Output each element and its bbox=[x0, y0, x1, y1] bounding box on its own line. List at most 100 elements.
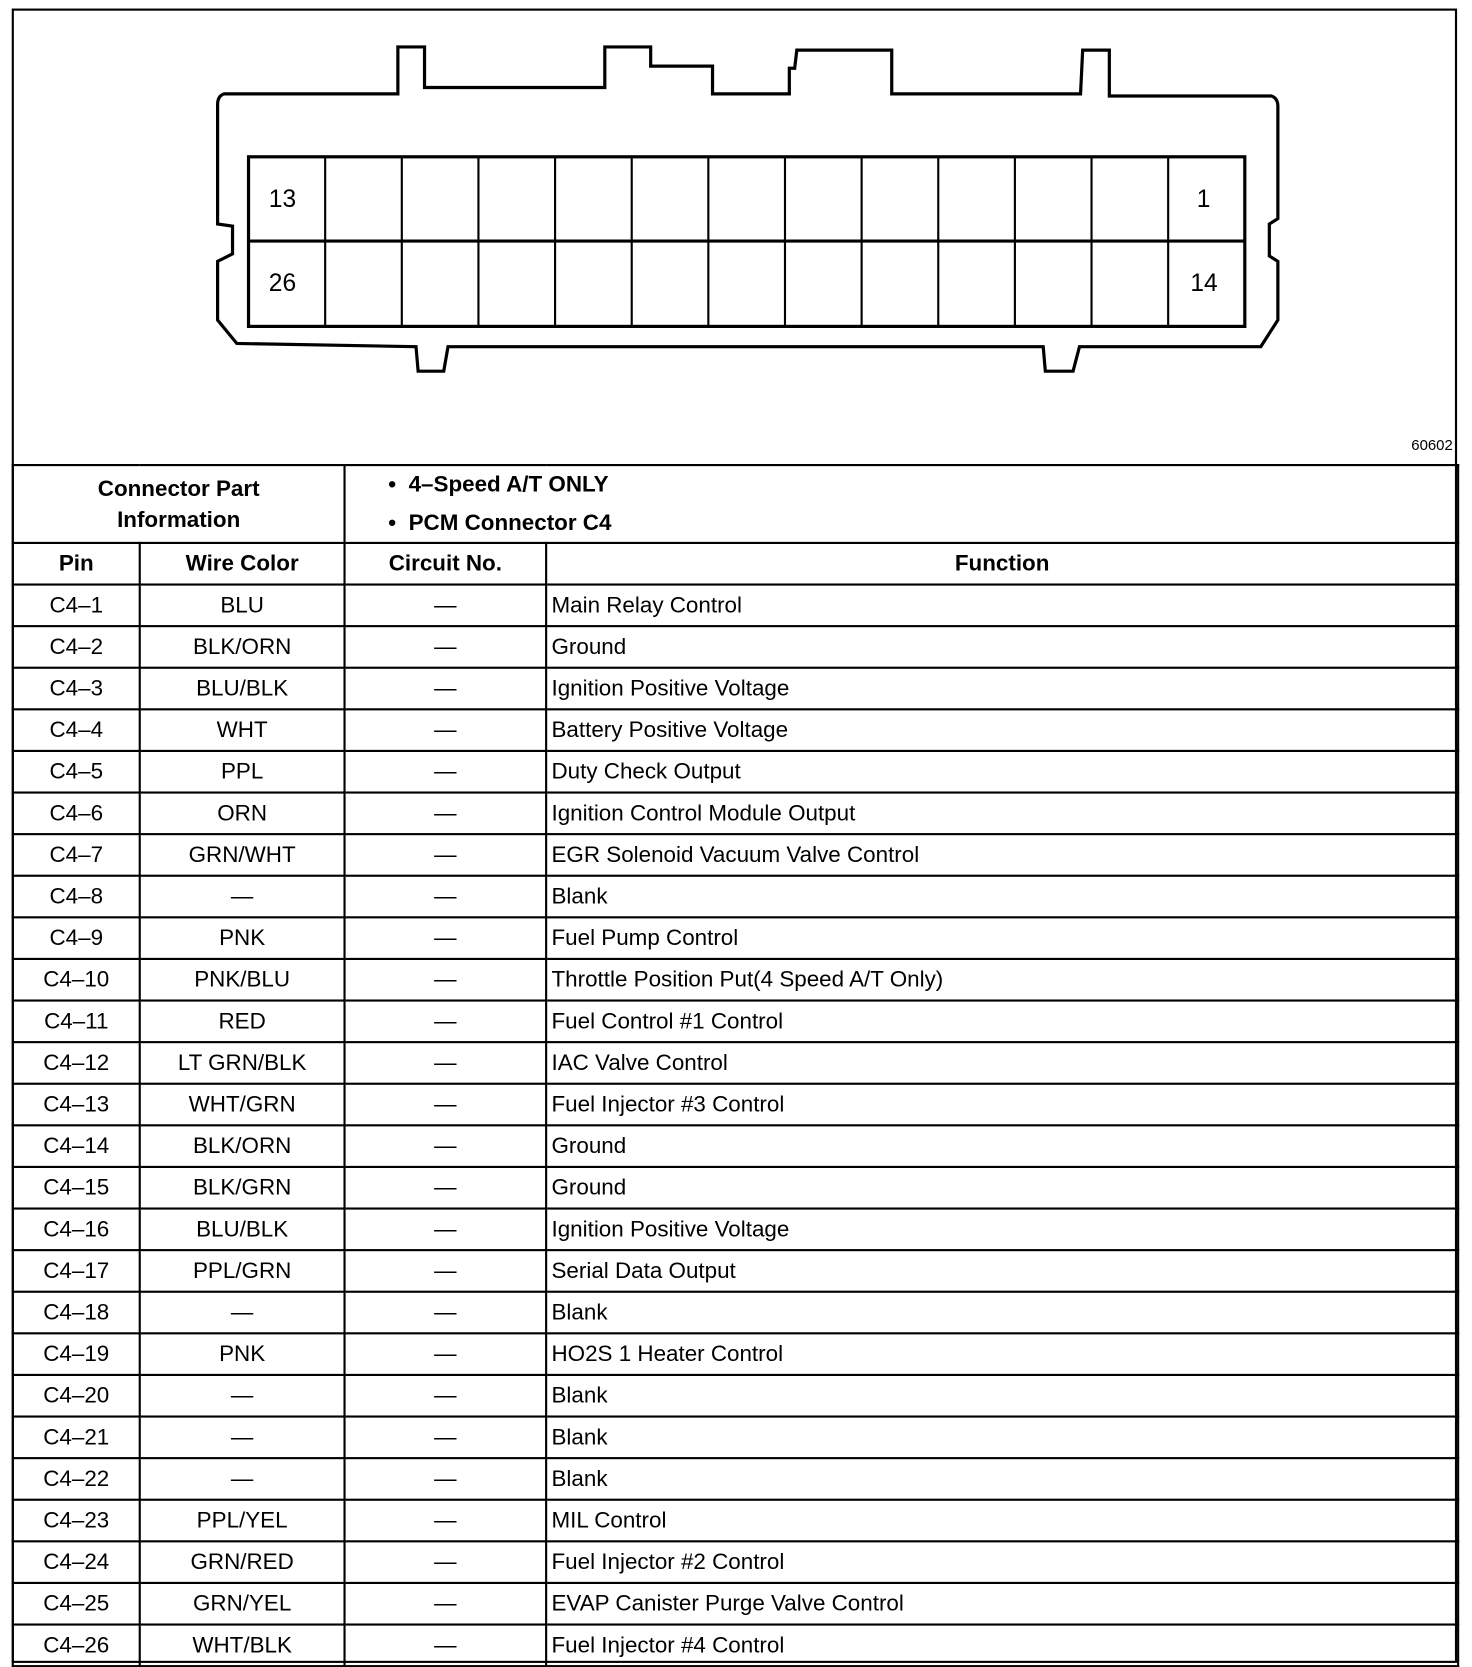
info-bullet-text: PCM Connector C4 bbox=[408, 510, 612, 536]
circuit-no-cell: — bbox=[343, 1373, 548, 1418]
table-row: C4–18— — Blank bbox=[11, 1290, 1460, 1335]
pin-cell: C4–20 bbox=[11, 1373, 141, 1418]
function-cell: Ignition Positive Voltage bbox=[545, 1207, 1460, 1252]
pin-label-26: 26 bbox=[268, 268, 297, 297]
table-row: C4–5 PPL — Duty Check Output bbox=[11, 749, 1460, 794]
pinout-table: Connector Part Information • 4–Speed A/T… bbox=[11, 464, 1460, 1667]
info-bullet-text: 4–Speed A/T ONLY bbox=[408, 472, 609, 498]
wire-color-cell: GRN/WHT bbox=[138, 833, 346, 877]
circuit-no-cell: — bbox=[343, 1415, 548, 1460]
wire-color-cell: — bbox=[138, 1373, 346, 1418]
wire-color-cell: WHT/GRN bbox=[138, 1082, 346, 1127]
circuit-no-cell: — bbox=[343, 833, 548, 877]
table-header-row: Pin Wire Color Circuit No. Function bbox=[11, 541, 1460, 586]
figure-number: 60602 bbox=[1411, 436, 1453, 454]
circuit-no-cell: — bbox=[343, 1581, 548, 1626]
wire-color-cell: GRN/YEL bbox=[138, 1581, 346, 1626]
table-row: C4–14 BLK/ORN — Ground bbox=[11, 1124, 1460, 1169]
info-bullet: • PCM Connector C4 bbox=[388, 510, 612, 536]
function-cell: Blank bbox=[545, 1373, 1460, 1418]
wire-color-cell: LT GRN/BLK bbox=[138, 1041, 346, 1085]
function-cell: Throttle Position Put(4 Speed A/T Only) bbox=[545, 957, 1460, 1002]
pin-cell: C4–15 bbox=[11, 1165, 141, 1210]
wire-color-cell: PNK/BLU bbox=[138, 957, 346, 1002]
table-row: C4–12 LT GRN/BLK — IAC Valve Control bbox=[11, 1041, 1460, 1085]
pin-label-1: 1 bbox=[1196, 184, 1211, 213]
circuit-no-cell: — bbox=[343, 874, 548, 919]
pin-cell: C4–5 bbox=[11, 749, 141, 794]
circuit-no-cell: — bbox=[343, 625, 548, 669]
circuit-no-cell: — bbox=[343, 1207, 548, 1252]
circuit-no-cell: — bbox=[343, 1498, 548, 1543]
connector-part-info-label: Connector Part Information bbox=[11, 464, 346, 545]
function-cell: Ground bbox=[545, 1124, 1460, 1169]
pin-cell: C4–12 bbox=[11, 1041, 141, 1085]
function-cell: Ground bbox=[545, 625, 1460, 669]
function-cell: Main Relay Control bbox=[545, 583, 1460, 628]
circuit-no-cell: — bbox=[343, 1165, 548, 1210]
pin-cell: C4–13 bbox=[11, 1082, 141, 1127]
pin-cell: C4–8 bbox=[11, 874, 141, 919]
function-cell: Fuel Injector #4 Control bbox=[545, 1623, 1460, 1667]
wire-color-cell: ORN bbox=[138, 791, 346, 836]
wire-color-cell: BLU/BLK bbox=[138, 1207, 346, 1252]
circuit-no-cell: — bbox=[343, 708, 548, 753]
circuit-no-cell: — bbox=[343, 1540, 548, 1585]
circuit-no-cell: — bbox=[343, 791, 548, 836]
wire-color-cell: BLK/ORN bbox=[138, 625, 346, 669]
pin-cell: C4–14 bbox=[11, 1124, 141, 1169]
pin-cell: C4–4 bbox=[11, 708, 141, 753]
function-cell: Fuel Control #1 Control bbox=[545, 999, 1460, 1044]
wire-color-cell: PNK bbox=[138, 1332, 346, 1377]
table-row: C4–4 WHT — Battery Positive Voltage bbox=[11, 708, 1460, 753]
wire-color-cell: — bbox=[138, 1290, 346, 1335]
circuit-no-cell: — bbox=[343, 1623, 548, 1667]
pin-cell: C4–25 bbox=[11, 1581, 141, 1626]
table-row: C4–25 GRN/YEL — EVAP Canister Purge Valve C… bbox=[11, 1581, 1460, 1626]
connector-info-row: Connector Part Information • 4–Speed A/T… bbox=[11, 464, 1460, 545]
table-row: C4–8— — Blank bbox=[11, 874, 1460, 919]
wire-color-cell: BLK/GRN bbox=[138, 1165, 346, 1210]
circuit-no-cell: — bbox=[343, 1457, 548, 1501]
pin-cell: C4–18 bbox=[11, 1290, 141, 1335]
connector-housing-outline bbox=[216, 45, 1280, 373]
pin-label-13: 13 bbox=[268, 184, 297, 213]
circuit-no-cell: — bbox=[343, 1332, 548, 1377]
circuit-no-cell: — bbox=[343, 583, 548, 628]
pin-cell: C4–7 bbox=[11, 833, 141, 877]
function-cell: Ignition Positive Voltage bbox=[545, 666, 1460, 711]
table-row: C4–6 ORN — Ignition Control Module Output bbox=[11, 791, 1460, 836]
function-cell: EGR Solenoid Vacuum Valve Control bbox=[545, 833, 1460, 877]
function-cell: Fuel Injector #3 Control bbox=[545, 1082, 1460, 1127]
function-cell: Ignition Control Module Output bbox=[545, 791, 1460, 836]
table-row: C4–3 BLU/BLK — Ignition Positive Voltage bbox=[11, 666, 1460, 711]
table-row: C4–19 PNK — HO2S 1 Heater Control bbox=[11, 1332, 1460, 1377]
wire-color-cell: PPL/YEL bbox=[138, 1498, 346, 1543]
wire-color-cell: GRN/RED bbox=[138, 1540, 346, 1585]
function-cell: Duty Check Output bbox=[545, 749, 1460, 794]
pin-cell: C4–21 bbox=[11, 1415, 141, 1460]
circuit-no-cell: — bbox=[343, 1124, 548, 1169]
wire-color-cell: PPL bbox=[138, 749, 346, 794]
wire-color-cell: BLU bbox=[138, 583, 346, 628]
pin-cell: C4–3 bbox=[11, 666, 141, 711]
function-cell: MIL Control bbox=[545, 1498, 1460, 1543]
pin-cell: C4–2 bbox=[11, 625, 141, 669]
pin-cell: C4–22 bbox=[11, 1457, 141, 1501]
circuit-no-cell: — bbox=[343, 999, 548, 1044]
function-cell: Serial Data Output bbox=[545, 1249, 1460, 1293]
wire-color-cell: — bbox=[138, 1415, 346, 1460]
table-row: C4–21— — Blank bbox=[11, 1415, 1460, 1460]
wire-color-cell: BLK/ORN bbox=[138, 1124, 346, 1169]
wire-color-cell: PNK bbox=[138, 916, 346, 961]
function-cell: Fuel Injector #2 Control bbox=[545, 1540, 1460, 1585]
circuit-no-cell: — bbox=[343, 1082, 548, 1127]
table-row: C4–22— — Blank bbox=[11, 1457, 1460, 1501]
wire-color-cell: WHT bbox=[138, 708, 346, 753]
pin-cell: C4–23 bbox=[11, 1498, 141, 1543]
table-row: C4–11 RED — Fuel Control #1 Control bbox=[11, 999, 1460, 1044]
table-row: C4–17 PPL/GRN — Serial Data Output bbox=[11, 1249, 1460, 1293]
table-row: C4–13 WHT/GRN — Fuel Injector #3 Control bbox=[11, 1082, 1460, 1127]
connector-info-bullets: • 4–Speed A/T ONLY • PCM Connector C4 bbox=[343, 464, 1460, 545]
